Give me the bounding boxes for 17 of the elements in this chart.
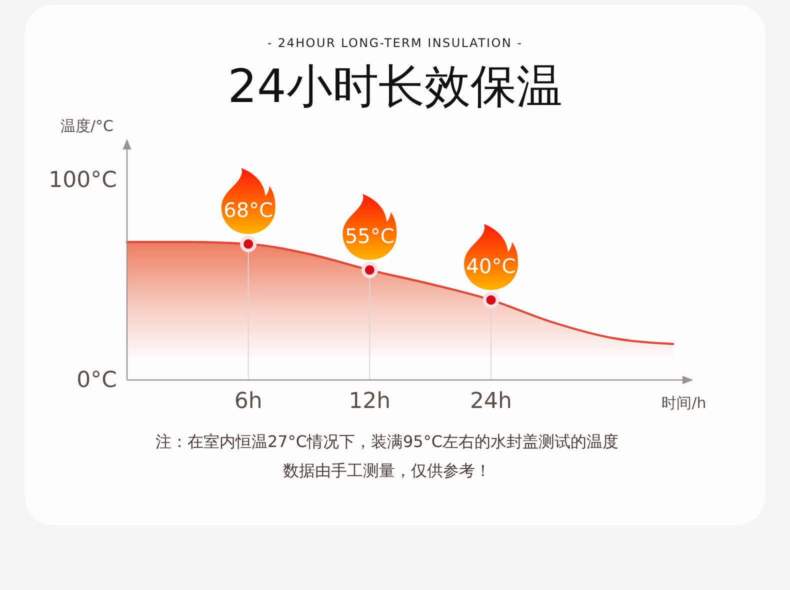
data-label: 55°C (344, 224, 394, 248)
x-axis-title: 时间/h (662, 394, 706, 412)
y-axis-title: 温度/°C (60, 117, 114, 135)
data-label: 40°C (466, 254, 516, 278)
x-tick-label: 12h (348, 388, 391, 414)
point (240, 236, 257, 252)
x-tick-label: 24h (470, 388, 512, 414)
text: 注：在室内恒温27°C情况下，装满95°C左右的水封盖测试的温度 (155, 432, 619, 450)
y-tick-label: 100°C (48, 168, 117, 192)
y-tick-label: 0°C (76, 368, 117, 392)
point (482, 292, 500, 308)
point (361, 262, 378, 278)
x-tick-label: 6h (234, 388, 262, 414)
chart-subtitle: - 24HOUR LONG-TERM INSULATION - (267, 36, 523, 50)
data-label: 68°C (224, 198, 274, 222)
chart-title: 24小时长效保温 (228, 59, 562, 113)
text: 数据由手工测量，仅供参考！ (283, 460, 491, 480)
